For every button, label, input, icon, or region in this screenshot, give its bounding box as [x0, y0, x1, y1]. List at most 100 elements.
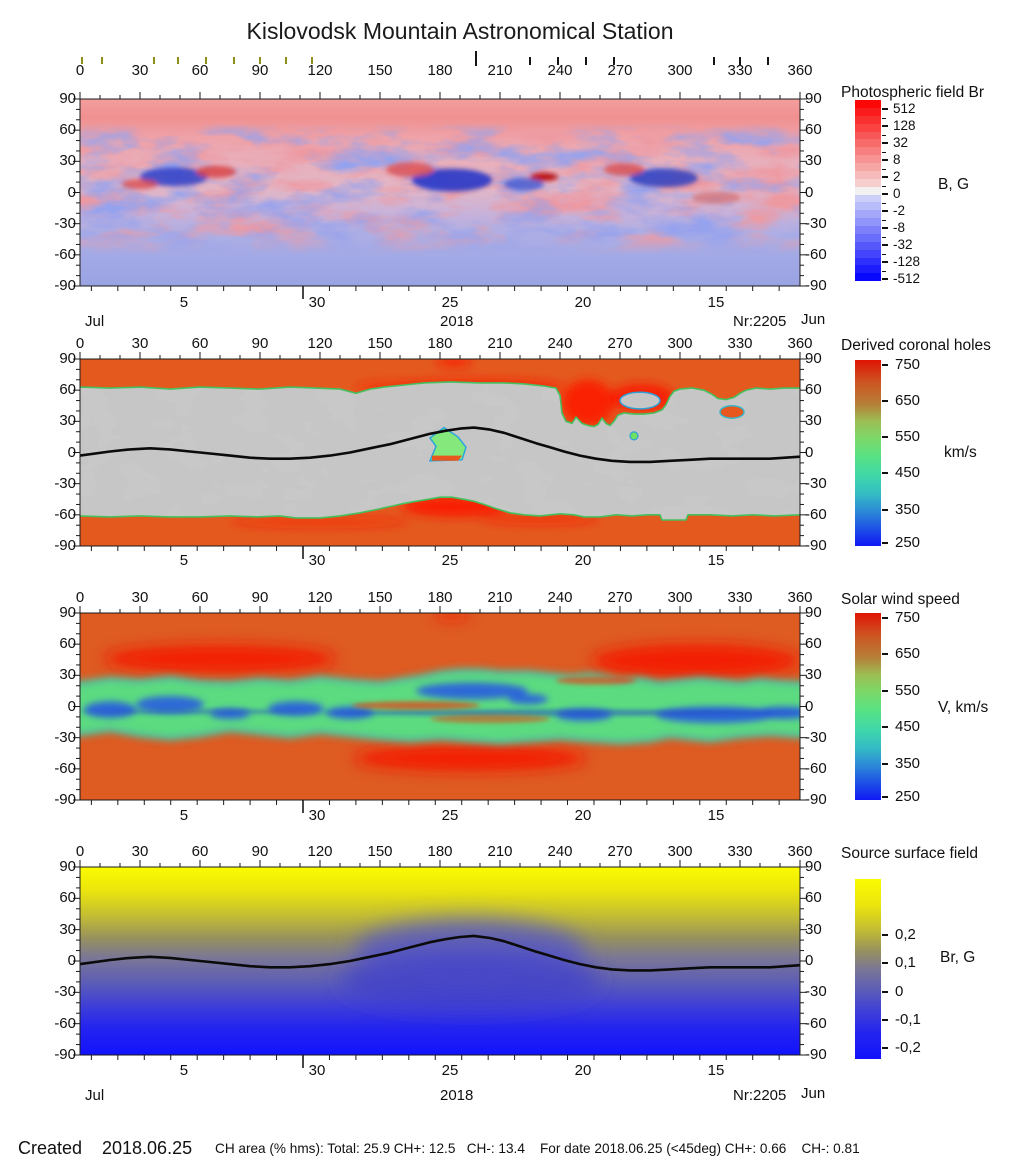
- colorbar-minor-tick: [882, 185, 886, 188]
- colorbar-tick-label: 450: [895, 464, 921, 482]
- colorbar-tick-label: 0: [895, 983, 904, 1001]
- unit-label-v-kms: V, km/s: [938, 699, 989, 716]
- lat-axis-label-left: -60: [54, 759, 76, 777]
- lat-axis-label-right: 60: [805, 121, 822, 139]
- lat-axis-label-right: 90: [805, 604, 822, 621]
- lon-axis-label: 330: [727, 843, 753, 860]
- lat-axis-label-right: -60: [805, 1014, 827, 1032]
- panel-title-solar-wind: Solar wind speed: [841, 591, 960, 608]
- lon-axis-label: 240: [547, 589, 573, 606]
- lat-axis-label-left: -30: [54, 214, 76, 232]
- colorbar-tick: [882, 399, 888, 402]
- panel-title-coronal-holes: Derived coronal holes: [841, 337, 991, 354]
- colorbar-tick: [882, 193, 888, 196]
- lat-axis-label-left: 60: [59, 121, 76, 139]
- lon-axis-label: 300: [667, 843, 693, 860]
- lat-axis-label-right: 30: [805, 666, 822, 684]
- lon-axis-label: 210: [487, 843, 513, 860]
- colorbar-tick-label: 550: [895, 681, 921, 699]
- lon-axis-label: 120: [307, 335, 333, 352]
- colorbar-minor-tick: [882, 219, 886, 222]
- date-axis-label: 30: [308, 294, 326, 311]
- solar-wind-plot: [73, 606, 807, 813]
- colorbar-gradient: [855, 613, 881, 800]
- date-axis-label: 20: [574, 552, 592, 569]
- rotation-start-month-top: Jul: [85, 313, 105, 330]
- colorbar-tick: [882, 962, 888, 965]
- colorbar-1: 750 650 550 450 350 250: [855, 356, 920, 551]
- lat-axis-label-left: 0: [67, 183, 76, 201]
- colorbar-minor-tick: [882, 270, 886, 273]
- colorbar-minor-tick: [882, 151, 886, 154]
- lon-axis-label: 270: [607, 335, 633, 352]
- date-axis-label: 5: [179, 807, 189, 824]
- lat-axis-label-right: -30: [805, 983, 827, 1001]
- lat-axis-label-left: 30: [59, 152, 76, 170]
- colorbar-tick-label: -0,1: [895, 1010, 921, 1028]
- lat-axis-label-right: -30: [805, 728, 827, 746]
- lon-axis-label: 90: [251, 335, 269, 352]
- colorbar-tick: [882, 261, 888, 264]
- colorbar-tick-label: 350: [895, 500, 921, 518]
- lon-axis-label: 360: [787, 62, 813, 79]
- lat-axis-label-right: 30: [805, 412, 822, 430]
- colorbar-tick: [882, 653, 888, 656]
- lon-axis-label: 150: [367, 335, 393, 352]
- colorbar-tick-label: 250: [895, 788, 921, 806]
- photospheric-map: [80, 99, 800, 286]
- lat-axis-label-right: -60: [805, 759, 827, 777]
- colorbar-tick: [882, 726, 888, 729]
- lat-axis-label-left: -90: [54, 791, 76, 808]
- colorbar-tick: [882, 176, 888, 179]
- lat-axis-label-right: -90: [805, 791, 827, 808]
- plot-frame: [73, 352, 807, 559]
- lon-axis-label: 60: [191, 589, 209, 606]
- colorbar-minor-tick: [882, 202, 886, 205]
- lat-axis-label-left: -30: [54, 474, 76, 492]
- lat-axis-label-right: -30: [805, 214, 827, 232]
- lon-axis-label: 90: [251, 62, 269, 79]
- lat-axis-label-left: 90: [59, 90, 76, 107]
- colorbar-tick-label: 2: [893, 169, 901, 185]
- colorbar-tick-label: -8: [893, 220, 906, 236]
- lat-axis-label-left: -90: [54, 1046, 76, 1063]
- lat-axis-label-right: -90: [805, 277, 827, 294]
- ch-area-stats: CH area (% hms): Total: 25.9 CH+: 12.5 C…: [215, 1141, 860, 1156]
- rotation-end-month-top: Jun: [801, 311, 826, 328]
- rotation-end-month-bottom: Jun: [801, 1085, 826, 1102]
- date-axis-label: 5: [179, 294, 189, 311]
- lat-axis-label-right: 0: [805, 443, 814, 461]
- lon-axis-label: 30: [131, 843, 149, 860]
- colorbar-tick-label: -128: [893, 254, 921, 270]
- colorbar-tick-label: 0,2: [895, 925, 916, 943]
- colorbar-tick: [882, 1018, 888, 1021]
- date-axis-label: 5: [179, 1062, 189, 1079]
- colorbar-tick-label: -2: [893, 203, 906, 219]
- coronal-holes-map: [80, 359, 800, 546]
- lon-axis-label: 240: [547, 843, 573, 860]
- colorbar-tick: [882, 1047, 888, 1050]
- lon-axis-label: 300: [667, 62, 693, 79]
- lat-axis-label-left: -30: [54, 728, 76, 746]
- lon-axis-label: 30: [131, 335, 149, 352]
- lat-axis-label-right: -60: [805, 245, 827, 263]
- lon-axis-label: 90: [251, 589, 269, 606]
- colorbar-tick: [882, 364, 888, 367]
- lon-axis-label: 60: [191, 843, 209, 860]
- lat-axis-label-left: -60: [54, 1014, 76, 1032]
- panel-title-source-surface: Source surface field: [841, 845, 978, 862]
- colorbar-tick-label: 32: [893, 135, 909, 151]
- lon-axis-label: 240: [547, 62, 573, 79]
- lat-axis-label-right: 60: [805, 635, 822, 653]
- plot-frame: [73, 606, 807, 813]
- lon-axis-label: 0: [75, 843, 85, 860]
- colorbar-tick: [882, 796, 888, 799]
- lon-axis-label: 360: [787, 335, 813, 352]
- rotation-year-top: 2018: [440, 313, 474, 330]
- lon-axis-label: 270: [607, 843, 633, 860]
- colorbar-tick-label: 0: [893, 186, 901, 202]
- rotation-start-month-bottom: Jul: [85, 1087, 105, 1104]
- lat-axis-label-right: 90: [805, 90, 822, 107]
- colorbar-2: 750 650 550 450 350 250: [855, 609, 920, 805]
- colorbar-tick-label: -512: [893, 271, 921, 287]
